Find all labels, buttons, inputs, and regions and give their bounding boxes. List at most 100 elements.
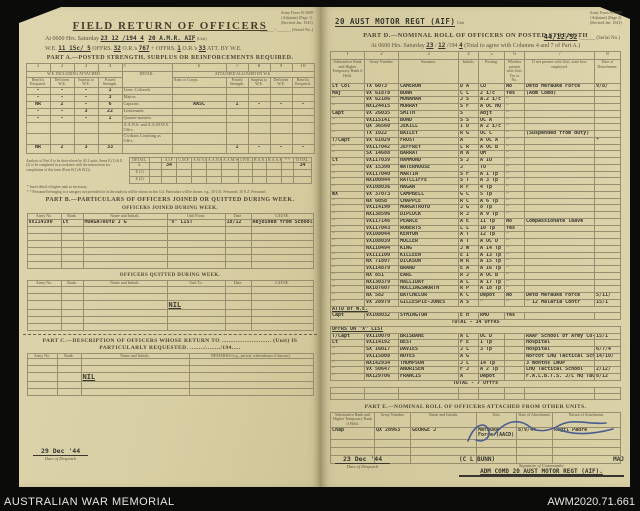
- torn-corner: [19, 7, 61, 23]
- label: W.E.: [45, 46, 57, 52]
- table-cell: [60, 247, 84, 256]
- table-cell: [524, 224, 595, 233]
- table-cell: -: [49, 107, 75, 116]
- table-cell: 12 Tp: [478, 231, 505, 240]
- table-cell: [82, 292, 168, 301]
- table-cell: 15/1: [594, 298, 621, 307]
- table-row: [26, 226, 314, 235]
- table-cell: [250, 285, 314, 294]
- table-cell: (Suspended from duty): [524, 130, 595, 138]
- table-cell: [266, 176, 282, 185]
- table-cell: NX 71897: [364, 258, 399, 267]
- table-cell: -: [73, 86, 99, 95]
- signature-caption: Signature of Commander: [518, 463, 565, 468]
- table-cell: TO: [478, 163, 505, 172]
- table-cell: 14/10/: [594, 352, 621, 361]
- table-cell: [56, 381, 82, 390]
- table-cell: [291, 107, 315, 116]
- table-cell: ": [330, 217, 365, 226]
- table-cell: [149, 169, 162, 178]
- table-cell: [82, 247, 168, 256]
- table-cell: 5: [478, 51, 505, 60]
- form-ref-line: (Adjutant) (Page 2): [590, 15, 622, 21]
- table-cell: [281, 169, 294, 178]
- table-cell: [166, 308, 226, 317]
- table-cell: QX 36560: [364, 123, 399, 132]
- table-cell: -: [247, 143, 271, 154]
- table-cell: [73, 132, 99, 145]
- table-cell: [221, 169, 239, 178]
- table-cell: S S: [458, 116, 479, 125]
- table-cell: [269, 121, 293, 134]
- table-cell: A OC B: [478, 271, 505, 280]
- table-cell: [224, 299, 252, 310]
- table-row: NIL: [26, 299, 314, 310]
- table-cell: A.: [129, 162, 150, 171]
- table-cell: [206, 162, 222, 171]
- table-cell: A 14 Tp: [478, 244, 505, 253]
- table-cell: R J: [458, 211, 479, 219]
- table-cell: KING: [398, 244, 459, 253]
- divider: [23, 333, 317, 335]
- table-cell: [524, 177, 595, 186]
- table-cell: Detd Merauke Force: [524, 292, 595, 300]
- table-cell: [330, 439, 375, 448]
- table-row: A. 34 34: [129, 162, 312, 171]
- table-cell: [504, 392, 525, 400]
- table-cell: 5 Tp: [478, 190, 505, 199]
- table-cell: G C: [458, 190, 479, 199]
- table-cell: [594, 244, 621, 253]
- table-row: [26, 254, 314, 263]
- table-cell: ": [504, 170, 525, 179]
- table-cell: SYMINGTON: [398, 312, 459, 321]
- table-cell: A 13 Tp: [478, 251, 505, 260]
- table-row: " VX117043 ROBERTS L L 10 Tp Yes: [330, 224, 621, 233]
- table-cell: A 3 Tp: [478, 177, 505, 186]
- table-cell: Capt: [330, 109, 365, 118]
- table-cell: [594, 271, 621, 280]
- table-cell: [25, 132, 51, 145]
- table-cell: TOTAL - 34 OFFRS: [330, 319, 621, 327]
- table-cell: FROST: [398, 136, 459, 145]
- table-cell: VX115808: [364, 352, 399, 361]
- table-cell: -: [73, 93, 99, 102]
- table-cell: [60, 240, 84, 249]
- table-cell: [291, 132, 315, 145]
- table-cell: [266, 162, 282, 171]
- table-cell: "X" LIST: [166, 219, 226, 228]
- table-cell: [26, 226, 62, 235]
- table-cell: -: [25, 107, 51, 116]
- table-cell: [594, 197, 621, 206]
- table-cell: VX117146: [364, 217, 399, 226]
- table-cell: [594, 211, 621, 219]
- table-cell: 34: [161, 162, 177, 171]
- table-cell: No: [504, 292, 525, 300]
- table-cell: [166, 226, 226, 235]
- table-cell: [594, 177, 621, 186]
- table-cell: [238, 176, 253, 185]
- table-cell: VX 62186: [364, 96, 399, 105]
- table-cell: Surname.: [398, 59, 459, 84]
- table-cell: PEARCE: [398, 217, 459, 226]
- table-cell: [594, 339, 621, 348]
- table-cell: J L: [458, 346, 479, 354]
- table-cell: [171, 132, 227, 145]
- table-cell: [80, 358, 190, 367]
- table-cell: BAILEY: [398, 130, 459, 138]
- table-cell: 3: [97, 93, 123, 102]
- table-cell: ": [330, 258, 365, 267]
- table-cell: [60, 254, 84, 263]
- table-cell: [247, 86, 271, 95]
- table-row: " TX 1022 BAILEY R G OC C " (Suspended from du…: [330, 130, 621, 138]
- table-cell: TOTAL.: [293, 156, 312, 164]
- table-cell: [250, 233, 314, 242]
- table-cell: ": [330, 271, 365, 280]
- table-cell: [188, 372, 314, 383]
- table-cell: [60, 285, 84, 294]
- table-row: " VX 28979 GILLESPIE-JONES A S " " " 12 Malari…: [330, 298, 621, 307]
